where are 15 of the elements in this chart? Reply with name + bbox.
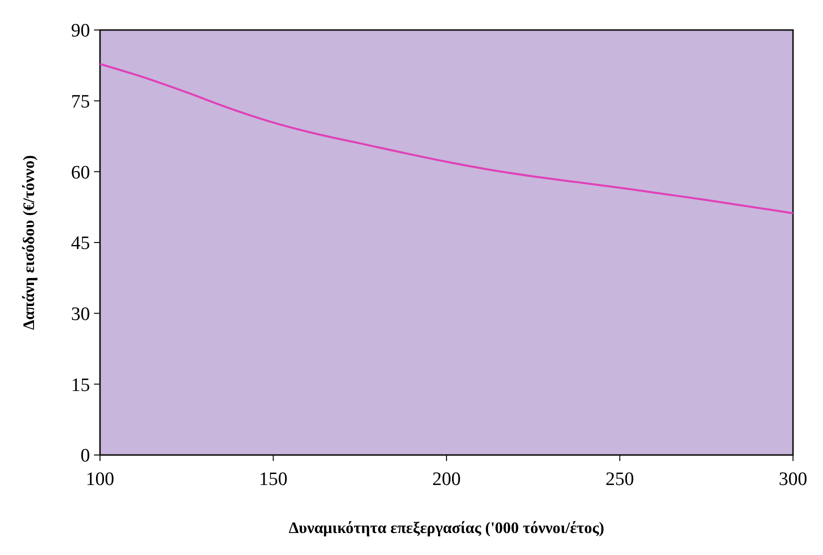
- x-tick-label: 150: [259, 469, 288, 490]
- x-tick-label: 300: [778, 469, 808, 490]
- y-tick-label: 0: [80, 446, 90, 467]
- y-tick-label: 60: [71, 162, 90, 184]
- x-axis-title: Δυναμικότητα επεξεργασίας ('000 τόννοι/έτος): [288, 520, 604, 537]
- y-axis-title: Δαπάνη εισόδου (€/τόννο): [21, 155, 38, 330]
- x-tick-label: 100: [86, 469, 114, 490]
- y-tick-label: 45: [71, 233, 90, 254]
- line-series: [99, 63, 794, 214]
- y-tick-label: 90: [71, 20, 90, 42]
- y-tick-label: 15: [71, 374, 90, 396]
- y-tick-label: 75: [71, 91, 90, 112]
- x-tick-label: 250: [606, 469, 634, 490]
- y-tick-label: 30: [71, 304, 90, 325]
- x-tick-label: 200: [432, 469, 461, 490]
